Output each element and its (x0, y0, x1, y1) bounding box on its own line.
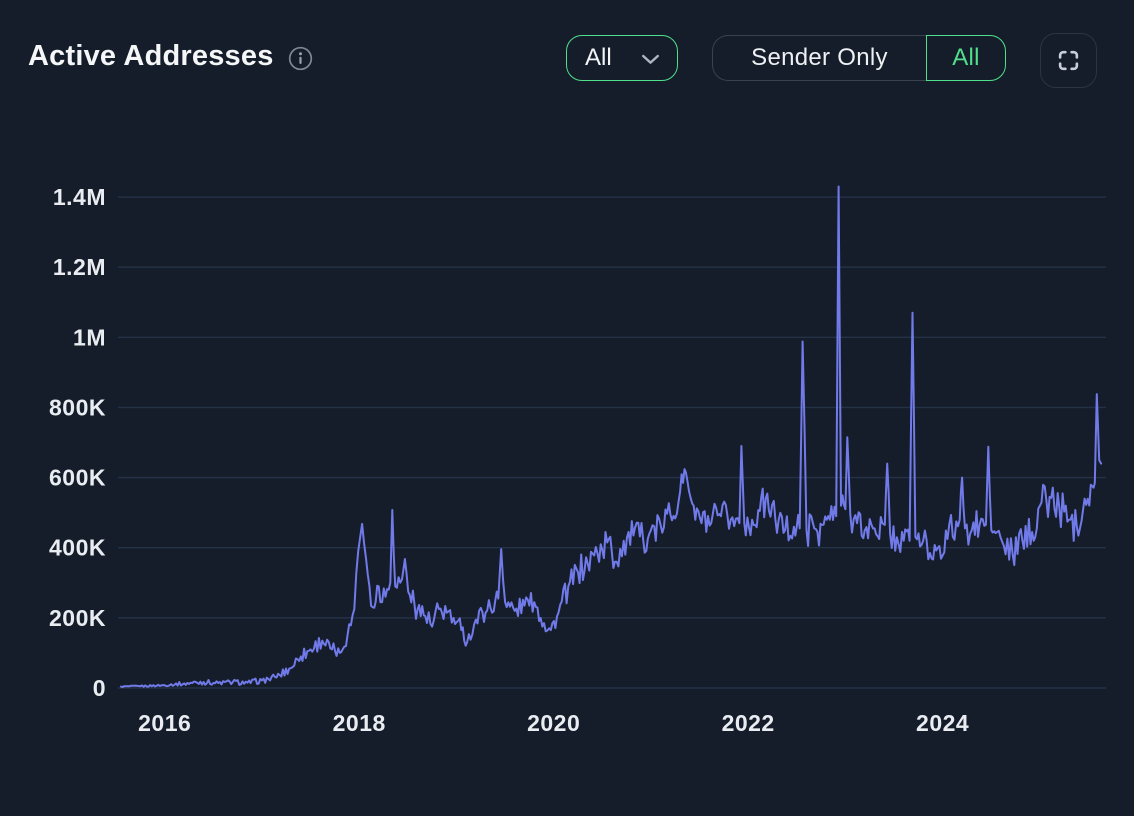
title-wrap: Active Addresses (28, 40, 313, 73)
chevron-down-icon (641, 54, 660, 65)
x-tick-label: 2020 (527, 710, 580, 736)
y-tick-label: 1M (73, 324, 106, 350)
info-icon[interactable] (288, 46, 313, 71)
fullscreen-button[interactable] (1040, 33, 1097, 88)
y-tick-label: 600K (49, 465, 106, 491)
segment-sender-only[interactable]: Sender Only (712, 35, 926, 81)
y-tick-label: 800K (49, 394, 106, 420)
y-tick-label: 0 (93, 675, 106, 701)
range-dropdown-value: All (585, 44, 612, 71)
y-tick-label: 200K (49, 605, 106, 631)
range-dropdown[interactable]: All (566, 35, 678, 81)
segment-sender-only-label: Sender Only (751, 44, 888, 71)
y-tick-label: 1.4M (53, 184, 106, 210)
x-tick-label: 2022 (722, 710, 775, 736)
page-title: Active Addresses (28, 40, 274, 72)
y-tick-label: 400K (49, 535, 106, 561)
x-tick-label: 2024 (916, 710, 969, 736)
segment-all[interactable]: All (926, 35, 1006, 81)
x-tick-label: 2016 (138, 710, 191, 736)
y-tick-label: 1.2M (53, 254, 106, 280)
segment-all-label: All (952, 44, 980, 71)
sender-filter-segmented-control: Sender Only All (712, 35, 1006, 81)
chart-header: Active Addresses All Sender Only (0, 0, 1134, 110)
x-tick-label: 2018 (333, 710, 386, 736)
series-line (120, 185, 1103, 689)
fullscreen-icon (1057, 49, 1080, 72)
